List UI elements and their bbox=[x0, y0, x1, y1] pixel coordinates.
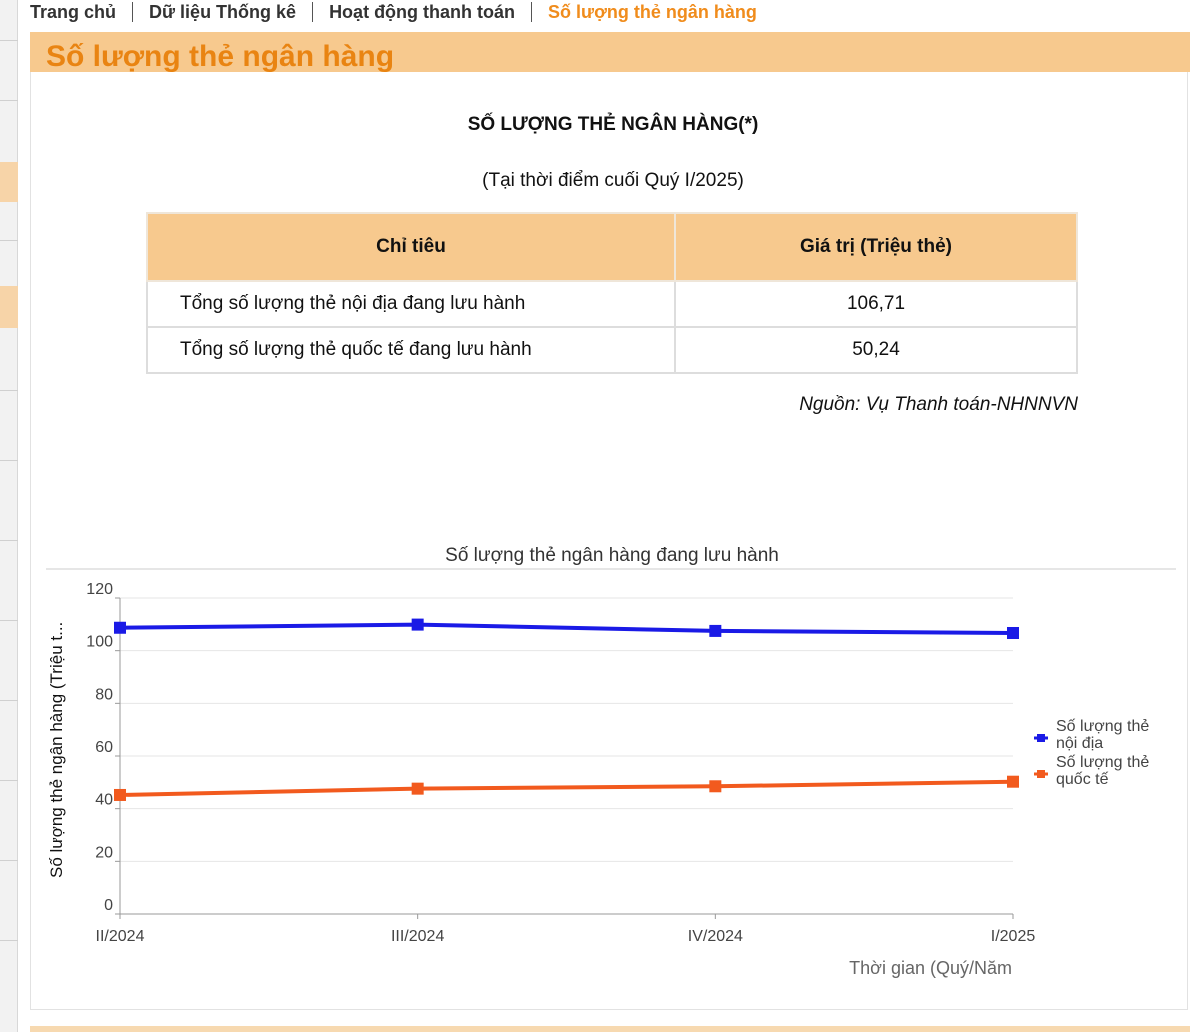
left-gutter bbox=[0, 0, 18, 1032]
source-note: Nguồn: Vụ Thanh toán-NHNNVN bbox=[799, 394, 1078, 415]
x-tick-label: II/2024 bbox=[96, 928, 145, 945]
data-point bbox=[1007, 626, 1019, 639]
y-tick-label: 0 bbox=[104, 897, 113, 914]
y-axis-label: Số lượng thẻ ngân hàng (Triệu t... bbox=[47, 622, 66, 878]
x-tick-label: III/2024 bbox=[391, 928, 444, 945]
row-value: 106,71 bbox=[674, 280, 1078, 328]
x-axis-ticks: II/2024 III/2024 IV/2024 I/2025 bbox=[96, 914, 1036, 945]
data-point bbox=[1007, 775, 1019, 788]
breadcrumb-home-link[interactable]: Trang chủ bbox=[30, 2, 134, 22]
column-header-value: Giá trị (Triệu thẻ) bbox=[674, 212, 1078, 282]
legend-marker-1 bbox=[1037, 770, 1045, 778]
y-tick-label: 80 bbox=[95, 686, 113, 703]
data-point bbox=[114, 621, 126, 634]
data-point bbox=[411, 618, 424, 631]
y-tick-label: 60 bbox=[95, 739, 113, 756]
chart-title: Số lượng thẻ ngân hàng đang lưu hành bbox=[445, 545, 779, 566]
row-label: Tổng số lượng thẻ nội địa đang lưu hành bbox=[146, 280, 676, 328]
breadcrumb: Trang chủ Dữ liệu Thống kê Hoạt động tha… bbox=[30, 0, 773, 24]
legend-label: quốc tế bbox=[1056, 771, 1109, 788]
legend-marker-0 bbox=[1037, 734, 1045, 742]
row-label: Tổng số lượng thẻ quốc tế đang lưu hành bbox=[146, 326, 676, 374]
breadcrumb-current: Số lượng thẻ ngân hàng bbox=[548, 2, 757, 22]
chart-grid bbox=[120, 597, 1013, 862]
breadcrumb-statistics-link[interactable]: Dữ liệu Thống kê bbox=[133, 2, 314, 22]
table-row: Tổng số lượng thẻ nội địa đang lưu hành … bbox=[146, 280, 1078, 328]
table-row: Tổng số lượng thẻ quốc tế đang lưu hành … bbox=[146, 326, 1078, 374]
y-tick-label: 120 bbox=[86, 581, 113, 598]
row-value: 50,24 bbox=[674, 326, 1078, 374]
x-tick-label: IV/2024 bbox=[688, 928, 743, 945]
y-tick-label: 100 bbox=[86, 634, 113, 651]
table-subtitle: (Tại thời điểm cuối Quý I/2025) bbox=[482, 170, 744, 191]
y-axis-ticks: 0 20 40 60 80 100 120 bbox=[86, 581, 120, 915]
table-title: SỐ LƯỢNG THẺ NGÂN HÀNG(*) bbox=[467, 114, 759, 135]
column-header-indicator: Chỉ tiêu bbox=[146, 212, 676, 282]
series-line-0 bbox=[119, 622, 1014, 635]
x-axis-label: Thời gian (Quý/Năm bbox=[849, 958, 1012, 978]
series-line-1 bbox=[119, 779, 1014, 797]
chart-series bbox=[114, 618, 1019, 801]
content-frame bbox=[30, 72, 1188, 1010]
y-tick-label: 40 bbox=[95, 792, 113, 809]
legend-label: nội địa bbox=[1056, 735, 1103, 752]
page-title: Số lượng thẻ ngân hàng bbox=[46, 40, 395, 73]
stats-table: Chỉ tiêu Giá trị (Triệu thẻ) Tổng số lượ… bbox=[146, 212, 1078, 374]
page-header: Số lượng thẻ ngân hàng bbox=[30, 32, 1190, 73]
data-point bbox=[709, 624, 722, 637]
legend-label: Số lượng thẻ bbox=[1056, 754, 1149, 771]
data-point bbox=[709, 780, 722, 793]
breadcrumb-payment-link[interactable]: Hoạt động thanh toán bbox=[313, 2, 533, 22]
data-point bbox=[411, 782, 424, 795]
bottom-bar bbox=[30, 1026, 1190, 1032]
x-tick-label: I/2025 bbox=[991, 928, 1036, 945]
y-tick-label: 20 bbox=[95, 844, 113, 861]
table-header-row: Chỉ tiêu Giá trị (Triệu thẻ) bbox=[146, 212, 1078, 282]
legend-label: Số lượng thẻ bbox=[1056, 718, 1149, 735]
data-point bbox=[114, 788, 126, 801]
